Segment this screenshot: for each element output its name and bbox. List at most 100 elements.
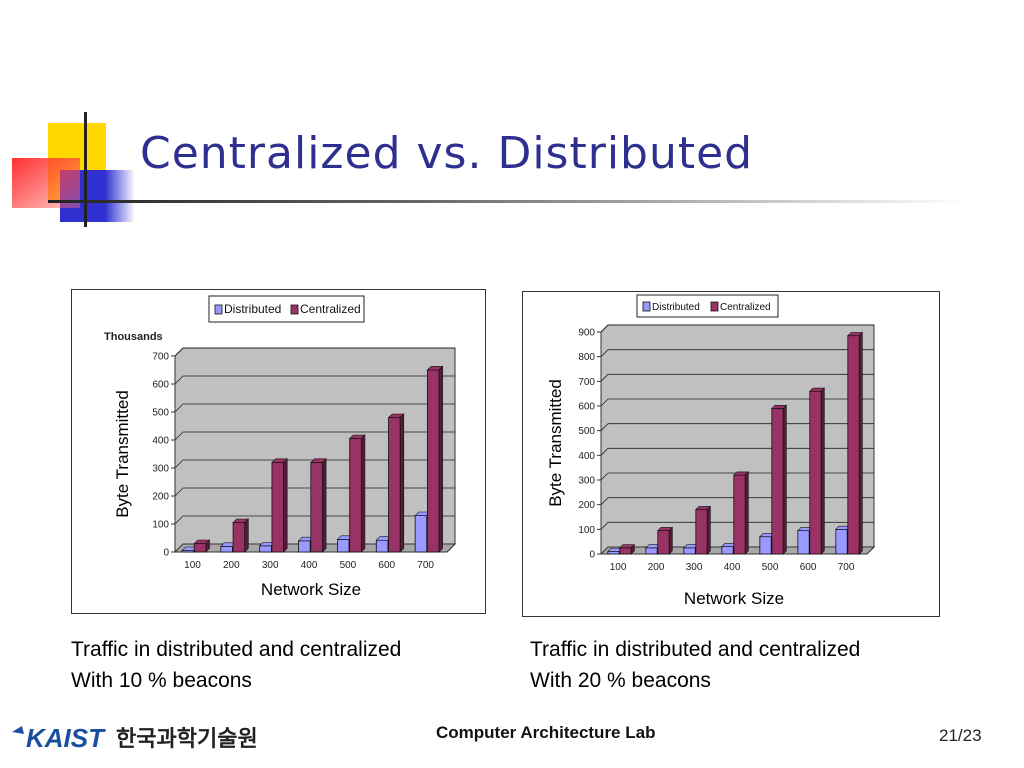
y-tick-label: 900 — [578, 328, 595, 339]
y-tick-label: 100 — [578, 525, 595, 536]
y-tick-label: 0 — [589, 550, 595, 561]
gridline — [174, 347, 184, 357]
bar-side-centralized — [438, 365, 443, 553]
caption-line: With 10 % beacons — [71, 669, 252, 692]
bar-centralized — [733, 474, 746, 555]
gridline — [600, 349, 609, 357]
gridline — [600, 398, 609, 407]
x-axis-label: Network Size — [261, 580, 361, 599]
gridline — [174, 515, 184, 525]
y-tick-label: 100 — [152, 520, 169, 531]
bar-side-centralized — [205, 539, 210, 553]
legend-box — [208, 295, 365, 323]
gridline — [174, 431, 184, 441]
deco-red-square — [12, 158, 80, 208]
bar-side-centralized — [322, 458, 327, 553]
bar-side-centralized — [361, 434, 366, 553]
bar-distributed — [337, 538, 350, 553]
bar-centralized — [310, 461, 323, 553]
bar-distributed — [683, 547, 696, 555]
bar-centralized — [388, 417, 401, 553]
bar-side-centralized — [668, 526, 673, 555]
logo-korean-text: 한국과학기술원 — [116, 726, 258, 751]
legend-swatch — [642, 301, 651, 312]
gridline — [174, 487, 184, 497]
bar-distributed — [759, 536, 772, 555]
y-tick-label: 0 — [163, 548, 169, 559]
unit-label: Thousands — [104, 331, 163, 343]
x-tick-label: 200 — [648, 562, 665, 573]
legend-label: Centralized — [300, 302, 361, 316]
bar-distributed — [298, 540, 311, 553]
bar-centralized — [426, 369, 440, 553]
bar-side-centralized — [706, 505, 711, 555]
x-tick-label: 600 — [378, 560, 395, 571]
bar-distributed — [645, 547, 658, 555]
y-tick-label: 500 — [578, 426, 595, 437]
bar-centralized — [847, 335, 860, 555]
deco-vertical-line — [84, 112, 87, 227]
bar-centralized — [193, 543, 207, 553]
x-tick-label: 500 — [762, 562, 779, 573]
bar-centralized — [349, 438, 362, 553]
x-tick-label: 500 — [340, 560, 357, 571]
gridline — [600, 374, 609, 382]
x-tick-label: 200 — [223, 560, 240, 571]
legend-box — [636, 294, 779, 318]
x-axis-label: Network Size — [684, 589, 784, 608]
bar-side-centralized — [744, 471, 749, 555]
y-tick-label: 700 — [152, 352, 169, 363]
bar-side-centralized — [630, 543, 635, 555]
bar-centralized — [271, 461, 285, 553]
caption-10-percent: Traffic in distributed and centralized W… — [71, 634, 401, 696]
x-tick-label: 700 — [838, 562, 855, 573]
bar-side-centralized — [244, 518, 249, 553]
bar-distributed — [797, 530, 810, 555]
y-tick-label: 400 — [152, 436, 169, 447]
x-tick-label: 300 — [686, 562, 703, 573]
y-tick-label: 400 — [578, 451, 595, 462]
y-tick-label: 600 — [152, 380, 169, 391]
gridline — [174, 403, 184, 413]
legend-swatch — [214, 304, 223, 315]
bar-side-centralized — [399, 413, 405, 553]
caption-line: Traffic in distributed and centralized — [530, 638, 861, 661]
bar-distributed — [721, 546, 734, 555]
chart-10-percent-beacons: 0 100 200 300 400 500 600 700 100 200 300 400 500 600… — [104, 295, 457, 599]
y-tick-label: 500 — [152, 408, 169, 419]
bar-centralized — [232, 522, 246, 553]
y-tick-label: 200 — [578, 500, 595, 511]
gridline — [174, 459, 184, 469]
legend-label: Centralized — [720, 302, 771, 313]
logo-text: KAIST — [26, 723, 106, 753]
slide-title: Centralized vs. Distributed — [140, 128, 754, 179]
y-tick-label: 700 — [578, 377, 595, 388]
bar-centralized — [619, 547, 632, 555]
gridline — [174, 375, 184, 385]
y-axis-label: Byte Transmitted — [113, 390, 132, 518]
bar-distributed — [375, 539, 389, 553]
bar-centralized — [657, 530, 670, 555]
gridline — [600, 522, 609, 530]
gridline — [600, 472, 609, 481]
bar-centralized — [809, 390, 822, 555]
bar-centralized — [771, 408, 784, 555]
y-tick-label: 300 — [578, 476, 595, 487]
chart-box-20-percent: 0 100 200 300 400 500 600 700 800 900 100 200 300 400… — [522, 291, 940, 617]
legend-swatch — [710, 301, 719, 312]
y-tick-label: 300 — [152, 464, 169, 475]
legend-label: Distributed — [652, 302, 700, 313]
y-axis-label: Byte Transmitted — [546, 379, 565, 507]
gridline — [600, 324, 609, 333]
gridline — [600, 448, 609, 456]
page-number: 21/23 — [939, 726, 982, 745]
kaist-logo-graphic: KAIST 한국과학기술원 — [12, 723, 258, 753]
y-tick-label: 200 — [152, 492, 169, 503]
caption-line: With 20 % beacons — [530, 669, 711, 692]
x-tick-label: 400 — [724, 562, 741, 573]
gridline — [600, 497, 609, 505]
x-tick-label: 100 — [184, 560, 201, 571]
caption-20-percent: Traffic in distributed and centralized W… — [530, 634, 860, 696]
x-tick-label: 600 — [800, 562, 817, 573]
y-tick-label: 800 — [578, 352, 595, 363]
